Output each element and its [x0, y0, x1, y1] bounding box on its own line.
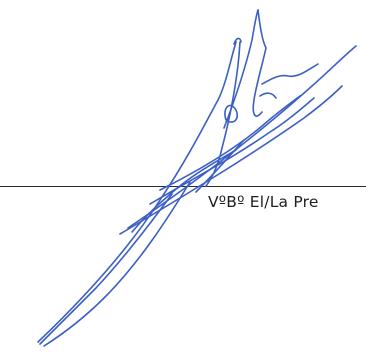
signature-line: [0, 186, 366, 187]
approval-caption: VºBº El/La Pre: [208, 193, 319, 211]
